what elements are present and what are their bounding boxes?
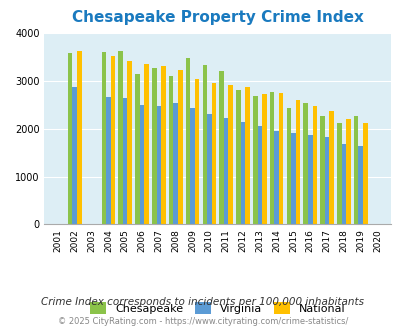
Bar <box>177 70 182 224</box>
Text: Crime Index corresponds to incidents per 100,000 inhabitants: Crime Index corresponds to incidents per… <box>41 297 364 307</box>
Bar <box>274 131 278 224</box>
Title: Chesapeake Property Crime Index: Chesapeake Property Crime Index <box>72 10 363 25</box>
Bar <box>358 146 362 224</box>
Bar <box>123 98 127 224</box>
Bar <box>211 83 215 224</box>
Bar <box>236 90 240 224</box>
Bar <box>194 79 199 224</box>
Bar <box>328 112 333 224</box>
Bar <box>161 67 165 224</box>
Bar <box>261 94 266 224</box>
Bar <box>257 126 261 224</box>
Bar <box>207 114 211 224</box>
Bar <box>245 86 249 224</box>
Bar <box>320 116 324 224</box>
Bar <box>173 103 177 224</box>
Bar <box>240 121 245 224</box>
Bar <box>290 134 295 224</box>
Bar <box>156 106 161 224</box>
Bar <box>345 119 350 224</box>
Bar <box>223 118 228 224</box>
Bar <box>202 65 207 224</box>
Bar <box>336 123 341 224</box>
Bar <box>341 145 345 224</box>
Bar <box>144 64 149 224</box>
Bar <box>185 58 190 224</box>
Bar <box>362 123 367 224</box>
Bar <box>101 52 106 224</box>
Bar <box>77 51 81 224</box>
Bar <box>190 108 194 224</box>
Bar <box>72 87 77 224</box>
Bar <box>312 106 316 224</box>
Bar <box>286 108 290 224</box>
Bar <box>68 53 72 224</box>
Bar <box>324 137 328 224</box>
Bar <box>252 96 257 224</box>
Bar <box>152 68 156 224</box>
Bar <box>307 135 312 224</box>
Bar <box>111 56 115 224</box>
Bar <box>219 71 223 224</box>
Bar <box>228 85 232 224</box>
Bar <box>118 51 123 224</box>
Bar <box>269 92 274 224</box>
Bar <box>168 76 173 224</box>
Bar <box>127 61 132 224</box>
Legend: Chesapeake, Virginia, National: Chesapeake, Virginia, National <box>85 298 349 318</box>
Bar <box>303 103 307 224</box>
Bar <box>278 93 283 224</box>
Bar <box>135 74 139 224</box>
Text: © 2025 CityRating.com - https://www.cityrating.com/crime-statistics/: © 2025 CityRating.com - https://www.city… <box>58 317 347 326</box>
Bar <box>295 100 300 224</box>
Bar <box>353 116 358 224</box>
Bar <box>139 105 144 224</box>
Bar <box>106 97 111 224</box>
